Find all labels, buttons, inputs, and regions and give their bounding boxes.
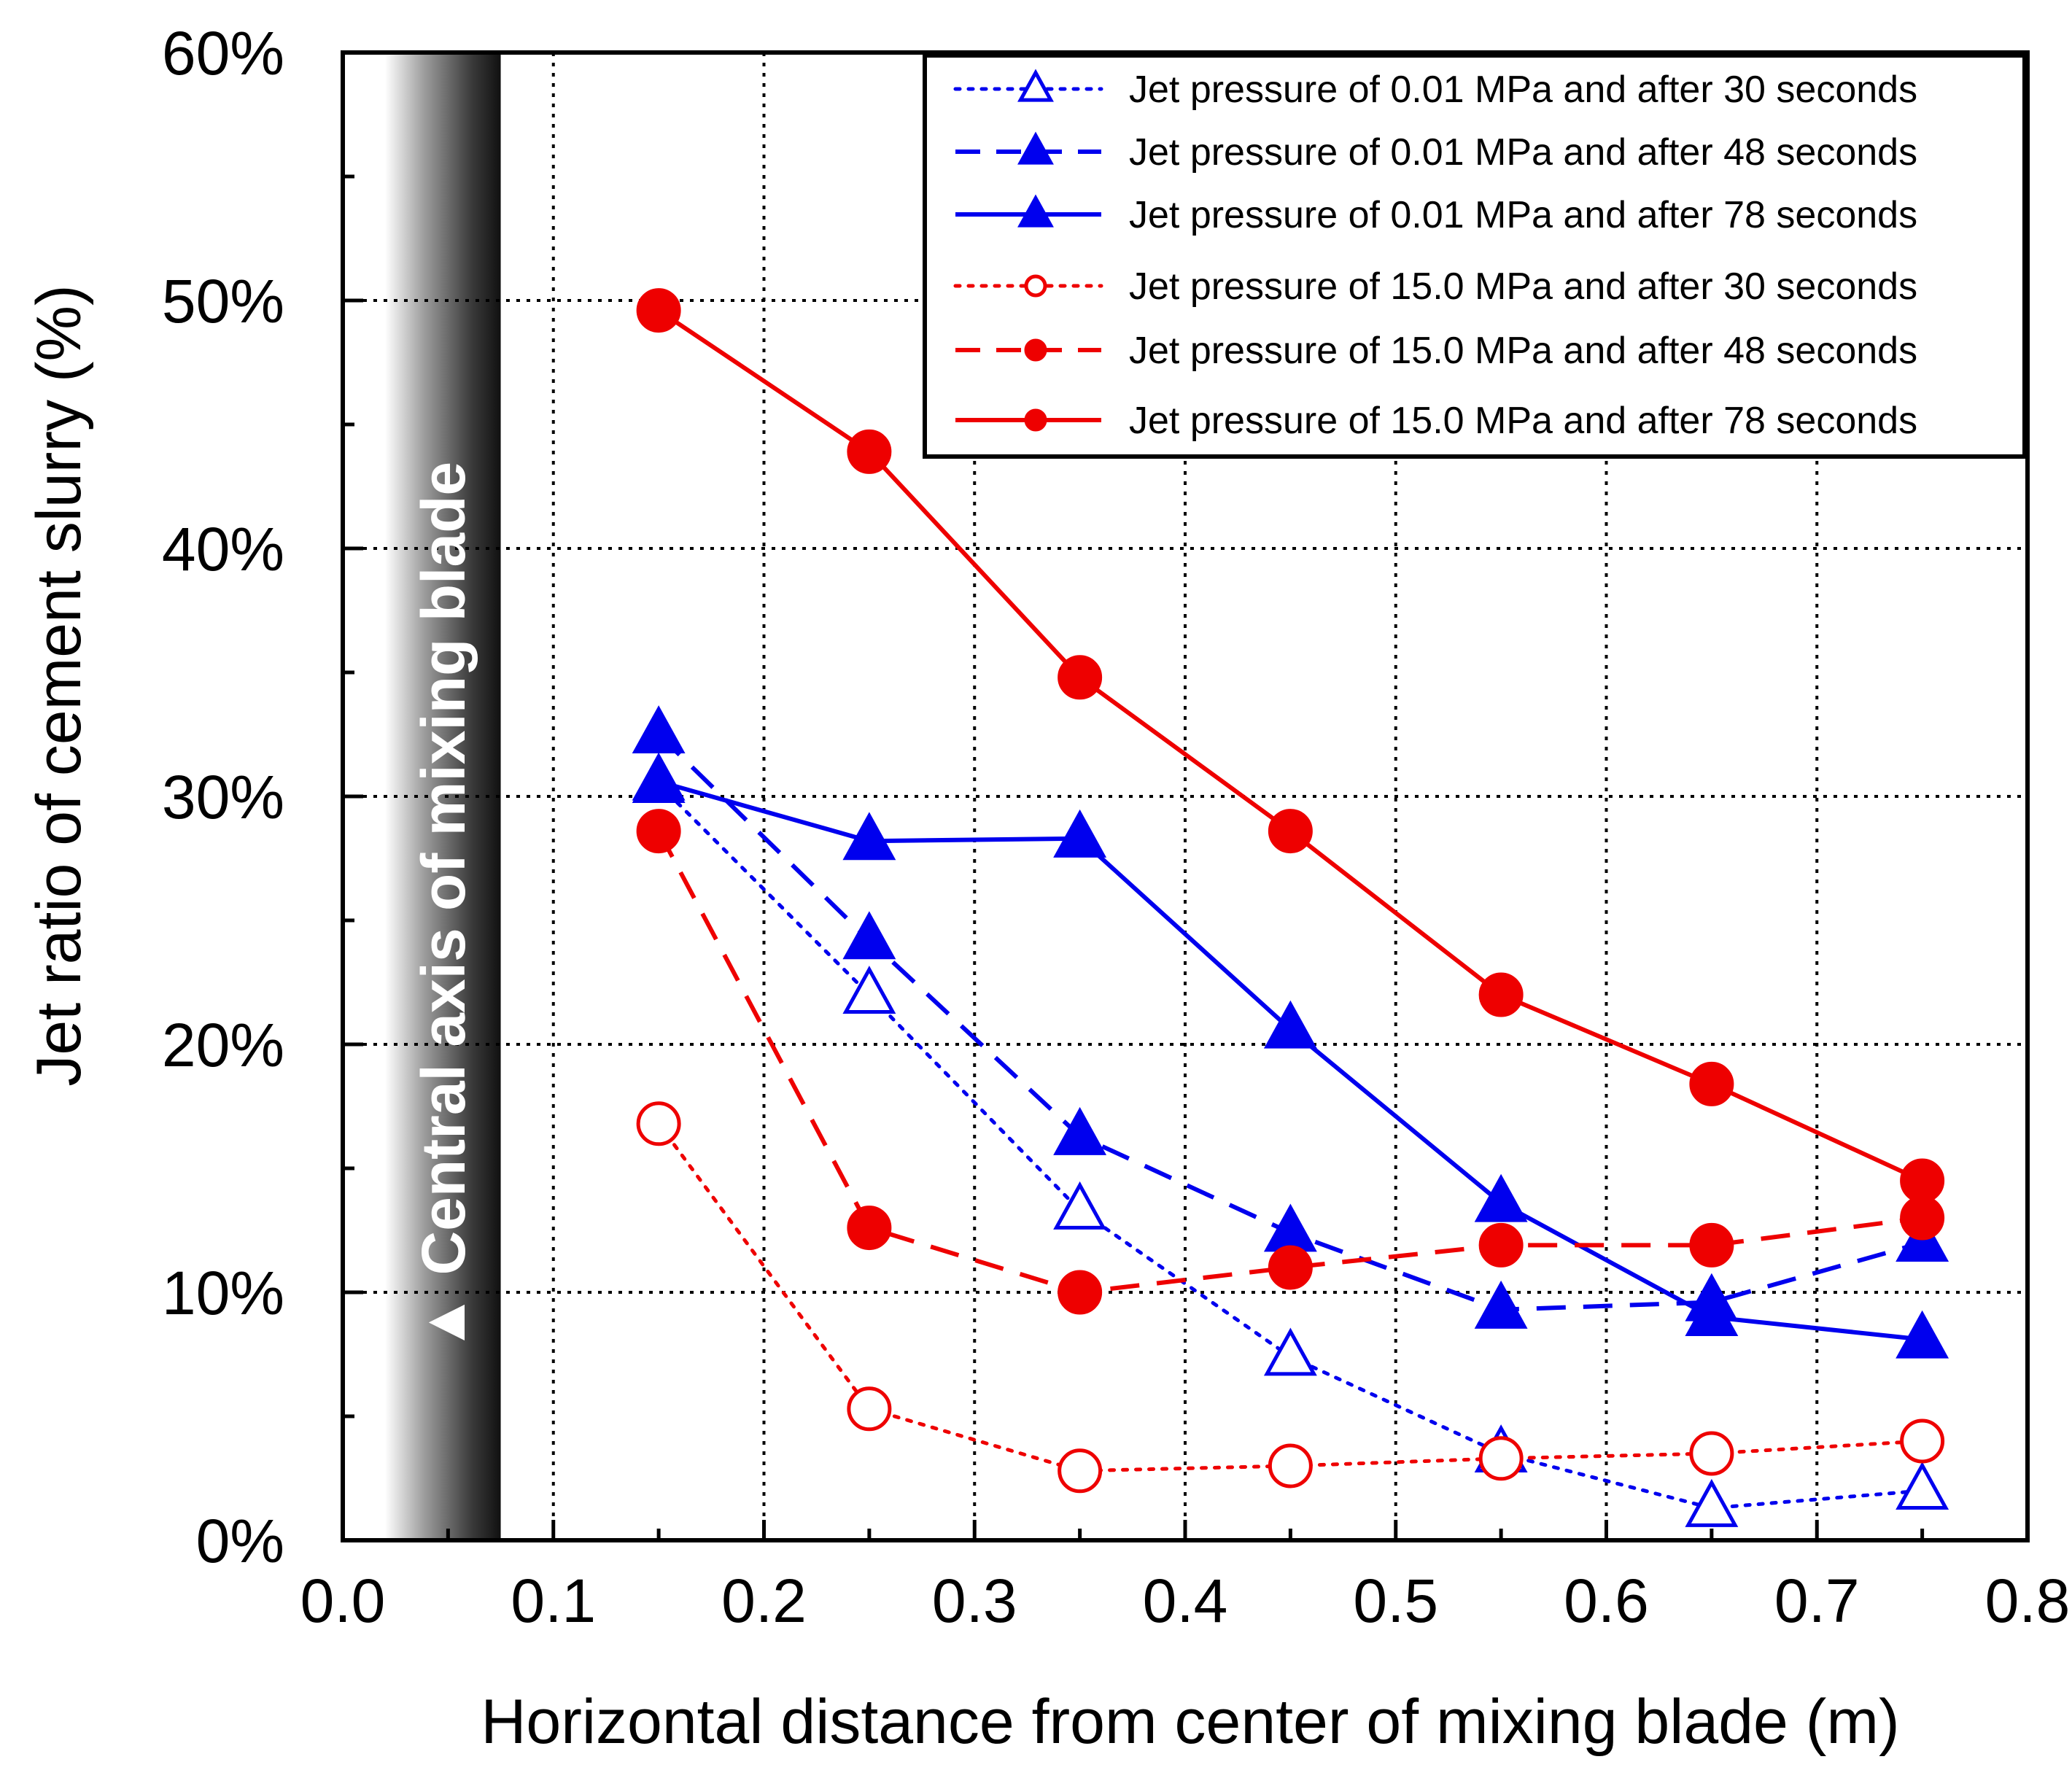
data-point — [1053, 809, 1107, 858]
legend-box — [923, 53, 2027, 459]
data-point — [1896, 1462, 1949, 1510]
x-tick-label: 0.4 — [1143, 1567, 1228, 1635]
data-point — [1478, 1436, 1524, 1481]
legend-marker-6 — [1024, 408, 1047, 432]
data-point — [1685, 1288, 1739, 1337]
data-point — [1263, 1327, 1317, 1376]
x-tick-label: 0.0 — [300, 1567, 386, 1635]
data-point — [1058, 1270, 1103, 1315]
legend-label-5: Jet pressure of 15.0 MPa and after 48 se… — [1129, 330, 1917, 372]
x-tick-label: 0.3 — [932, 1567, 1017, 1635]
series-line-1 — [656, 782, 1925, 1510]
x-tick-label: 0.1 — [511, 1567, 596, 1635]
x-tick-label: 0.5 — [1353, 1567, 1438, 1635]
data-point — [1474, 1173, 1528, 1222]
y-tick-label: 20% — [162, 1011, 284, 1079]
data-point — [1268, 1443, 1313, 1488]
central-axis-label: ▲ Central axis of mixing blade — [409, 462, 478, 1353]
data-point — [636, 288, 681, 333]
data-point — [1053, 1106, 1107, 1155]
data-point — [1685, 1478, 1739, 1527]
data-point — [1896, 1310, 1949, 1359]
x-tick-label: 0.2 — [721, 1567, 807, 1635]
y-tick-label: 50% — [162, 267, 284, 335]
y-tick-label: 30% — [162, 763, 284, 831]
y-axis-title: Jet ratio of cement slurry (%) — [24, 284, 94, 1086]
data-point — [1478, 972, 1524, 1017]
y-tick-label: 10% — [162, 1259, 284, 1327]
legend-marker-1 — [1017, 69, 1054, 102]
legend-label-4: Jet pressure of 15.0 MPa and after 30 se… — [1129, 265, 1917, 308]
legend-marker-2 — [1017, 131, 1054, 165]
y-tick-label: 0% — [196, 1507, 284, 1575]
legend-marker-3 — [1017, 194, 1054, 228]
x-tick-label: 0.6 — [1564, 1567, 1649, 1635]
y-tick-label: 60% — [162, 19, 284, 88]
x-tick-label: 0.7 — [1774, 1567, 1860, 1635]
data-point — [1268, 809, 1313, 854]
data-point — [1689, 1431, 1734, 1476]
data-point — [1268, 1245, 1313, 1290]
data-point — [1900, 1158, 1945, 1203]
data-point — [1689, 1061, 1734, 1106]
legend-label-3: Jet pressure of 0.01 MPa and after 78 se… — [1129, 194, 1917, 236]
legend-label-2: Jet pressure of 0.01 MPa and after 48 se… — [1129, 131, 1917, 174]
data-point — [636, 809, 681, 854]
legend: Jet pressure of 0.01 MPa and after 30 se… — [923, 53, 2027, 459]
y-tick-label: 40% — [162, 515, 284, 583]
data-point — [632, 705, 686, 754]
x-tick-label: 0.8 — [1985, 1567, 2071, 1635]
data-point — [1053, 1181, 1107, 1230]
data-point — [842, 812, 896, 861]
data-point — [842, 966, 896, 1014]
data-point — [1058, 1448, 1103, 1494]
legend-marker-4 — [1024, 274, 1047, 298]
data-point — [847, 1386, 892, 1432]
data-point — [842, 911, 896, 960]
data-point — [1900, 1195, 1945, 1241]
data-point — [1058, 655, 1103, 700]
data-point — [636, 1101, 681, 1146]
data-point — [847, 429, 892, 474]
data-point — [1478, 1222, 1524, 1268]
data-point — [1263, 1203, 1317, 1252]
data-point — [847, 1206, 892, 1251]
data-point — [1474, 1280, 1528, 1329]
legend-label-6: Jet pressure of 15.0 MPa and after 78 se… — [1129, 400, 1917, 442]
legend-label-1: Jet pressure of 0.01 MPa and after 30 se… — [1129, 69, 1917, 111]
data-point — [632, 752, 686, 801]
legend-marker-5 — [1024, 338, 1047, 362]
data-point — [1263, 1000, 1317, 1049]
x-axis-title: Horizontal distance from center of mixin… — [481, 1687, 1899, 1757]
data-point — [1689, 1222, 1734, 1268]
data-point — [1900, 1418, 1945, 1464]
